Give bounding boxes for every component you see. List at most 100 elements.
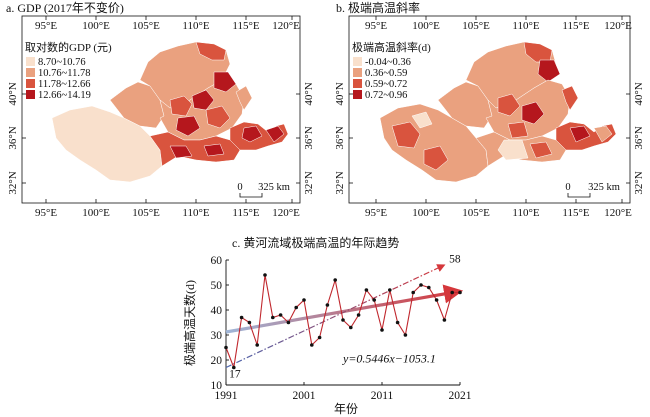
data-point [255,343,259,347]
max-value-label: 58 [449,254,461,266]
legend-label: 11.78~12.66 [38,79,91,90]
lon-tick-bottom: 100°E [412,207,440,219]
lat-tick-left: 40°N [7,82,19,105]
data-point [317,335,322,340]
legend-title: 极端高温斜率(d) [352,40,431,54]
data-point [263,273,267,277]
panel-a-lon-ticks: 95°E 100°E 105°E 110°E 115°E 120°E 95°E … [35,16,300,219]
data-point [302,298,306,302]
lon-tick-top: 110°E [512,20,539,32]
panel-c-title: c. 黄河流域极端高温的年际趋势 [232,235,399,250]
legend-swatch [353,57,362,66]
legend-label: 0.72~0.96 [365,90,407,101]
data-point [271,315,275,320]
x-tick-label: 2021 [449,390,472,402]
lon-tick-bottom: 110°E [512,207,539,219]
legend-swatch [353,90,362,99]
panel-b-legend: 极端高温斜率(d) -0.04~0.36 0.36~0.59 0.59~0.72… [352,40,431,101]
data-point [278,313,283,317]
panel-c-plot: 10 20 30 40 50 60 1991 2001 2011 2021 [211,255,472,402]
legend-label: 12.66~14.19 [38,90,91,101]
data-point [372,298,377,302]
x-tick-label: 2001 [293,390,316,402]
data-point [286,320,291,325]
legend-swatch [353,79,362,88]
lat-tick-left: 32°N [334,171,346,194]
y-tick-label: 40 [211,305,223,317]
lon-tick-top: 115°E [232,20,259,32]
panel-a: a. GDP (2017年不变价) [6,0,315,219]
lat-tick-right: 36°N [303,126,315,149]
scale-label: 325 km [588,182,620,193]
lon-tick-top: 105°E [462,20,490,32]
x-axis-label: 年份 [334,402,358,416]
y-tick-label: 60 [211,255,223,267]
lon-tick-top: 120°E [604,20,632,32]
legend-swatch [26,90,35,99]
panel-b-lat-ticks: 40°N 36°N 32°N 40°N 36°N 32°N [334,82,645,194]
lon-tick-bottom: 95°E [365,207,387,219]
panel-a-scale-bar: 0 325 km [237,182,290,198]
data-point [239,315,244,320]
panel-a-legend: 取对数的GDP (元) 8.70~10.76 10.76~11.78 11.78… [25,40,112,101]
legend-swatch [26,79,35,88]
lat-tick-left: 36°N [334,126,346,149]
data-point [349,325,353,330]
panel-b-title: b. 极端高温斜率 [336,0,420,15]
legend-label: 0.59~0.72 [365,79,407,90]
min-max-envelope-line [225,264,446,369]
panel-b: b. 极端高温斜率 [334,0,645,219]
lon-tick-bottom: 100°E [82,207,110,219]
legend-title: 取对数的GDP (元) [25,40,112,54]
panel-b-scale-bar: 0 325 km [565,182,620,198]
data-point [458,290,462,295]
scale-zero: 0 [565,182,570,193]
lon-tick-bottom: 105°E [462,207,490,219]
lon-tick-bottom: 115°E [232,207,259,219]
data-point [380,328,384,332]
panel-a-basin-map [51,41,289,183]
legend-swatch [26,68,35,77]
lon-tick-bottom: 120°E [604,207,632,219]
lon-tick-top: 95°E [35,20,57,32]
lat-tick-left: 36°N [7,126,19,149]
lon-tick-top: 100°E [82,20,110,32]
data-point [341,318,345,322]
legend-label: 8.70~10.76 [38,57,86,68]
panel-b-lon-ticks: 95°E 100°E 105°E 110°E 115°E 120°E 95°E … [365,16,632,219]
lat-tick-left: 40°N [334,82,346,105]
lon-tick-top: 115°E [562,20,589,32]
lat-tick-right: 40°N [633,82,645,105]
data-point [434,298,439,302]
data-point [232,365,236,370]
lon-tick-bottom: 115°E [562,207,589,219]
legend-label: -0.04~0.36 [365,57,411,68]
lat-tick-right: 32°N [633,171,645,194]
y-tick-label: 50 [211,280,223,292]
data-point [325,303,330,307]
data-point [247,320,252,325]
data-point [356,313,361,317]
lon-tick-bottom: 105°E [132,207,160,219]
lat-tick-right: 36°N [633,126,645,149]
panel-b-basin-map [379,41,617,183]
data-point [403,333,408,337]
lon-tick-top: 95°E [365,20,387,32]
legend-label: 10.76~11.78 [38,68,91,79]
data-point [411,290,416,295]
data-point [450,290,455,295]
lon-tick-top: 120°E [272,20,300,32]
panel-c: c. 黄河流域极端高温的年际趋势 极端高温天数(d) 年份 10 20 30 40 50… [182,235,472,416]
data-point [294,305,299,310]
data-point [224,345,228,350]
data-point [442,318,447,322]
legend-label: 0.36~0.59 [365,68,407,79]
data-point [364,288,369,292]
x-tick-label: 2011 [371,390,394,402]
lon-tick-bottom: 95°E [35,207,57,219]
x-tick-label: 1991 [215,390,238,402]
data-point [419,283,423,287]
lon-tick-top: 110°E [182,20,209,32]
data-point [395,320,400,325]
